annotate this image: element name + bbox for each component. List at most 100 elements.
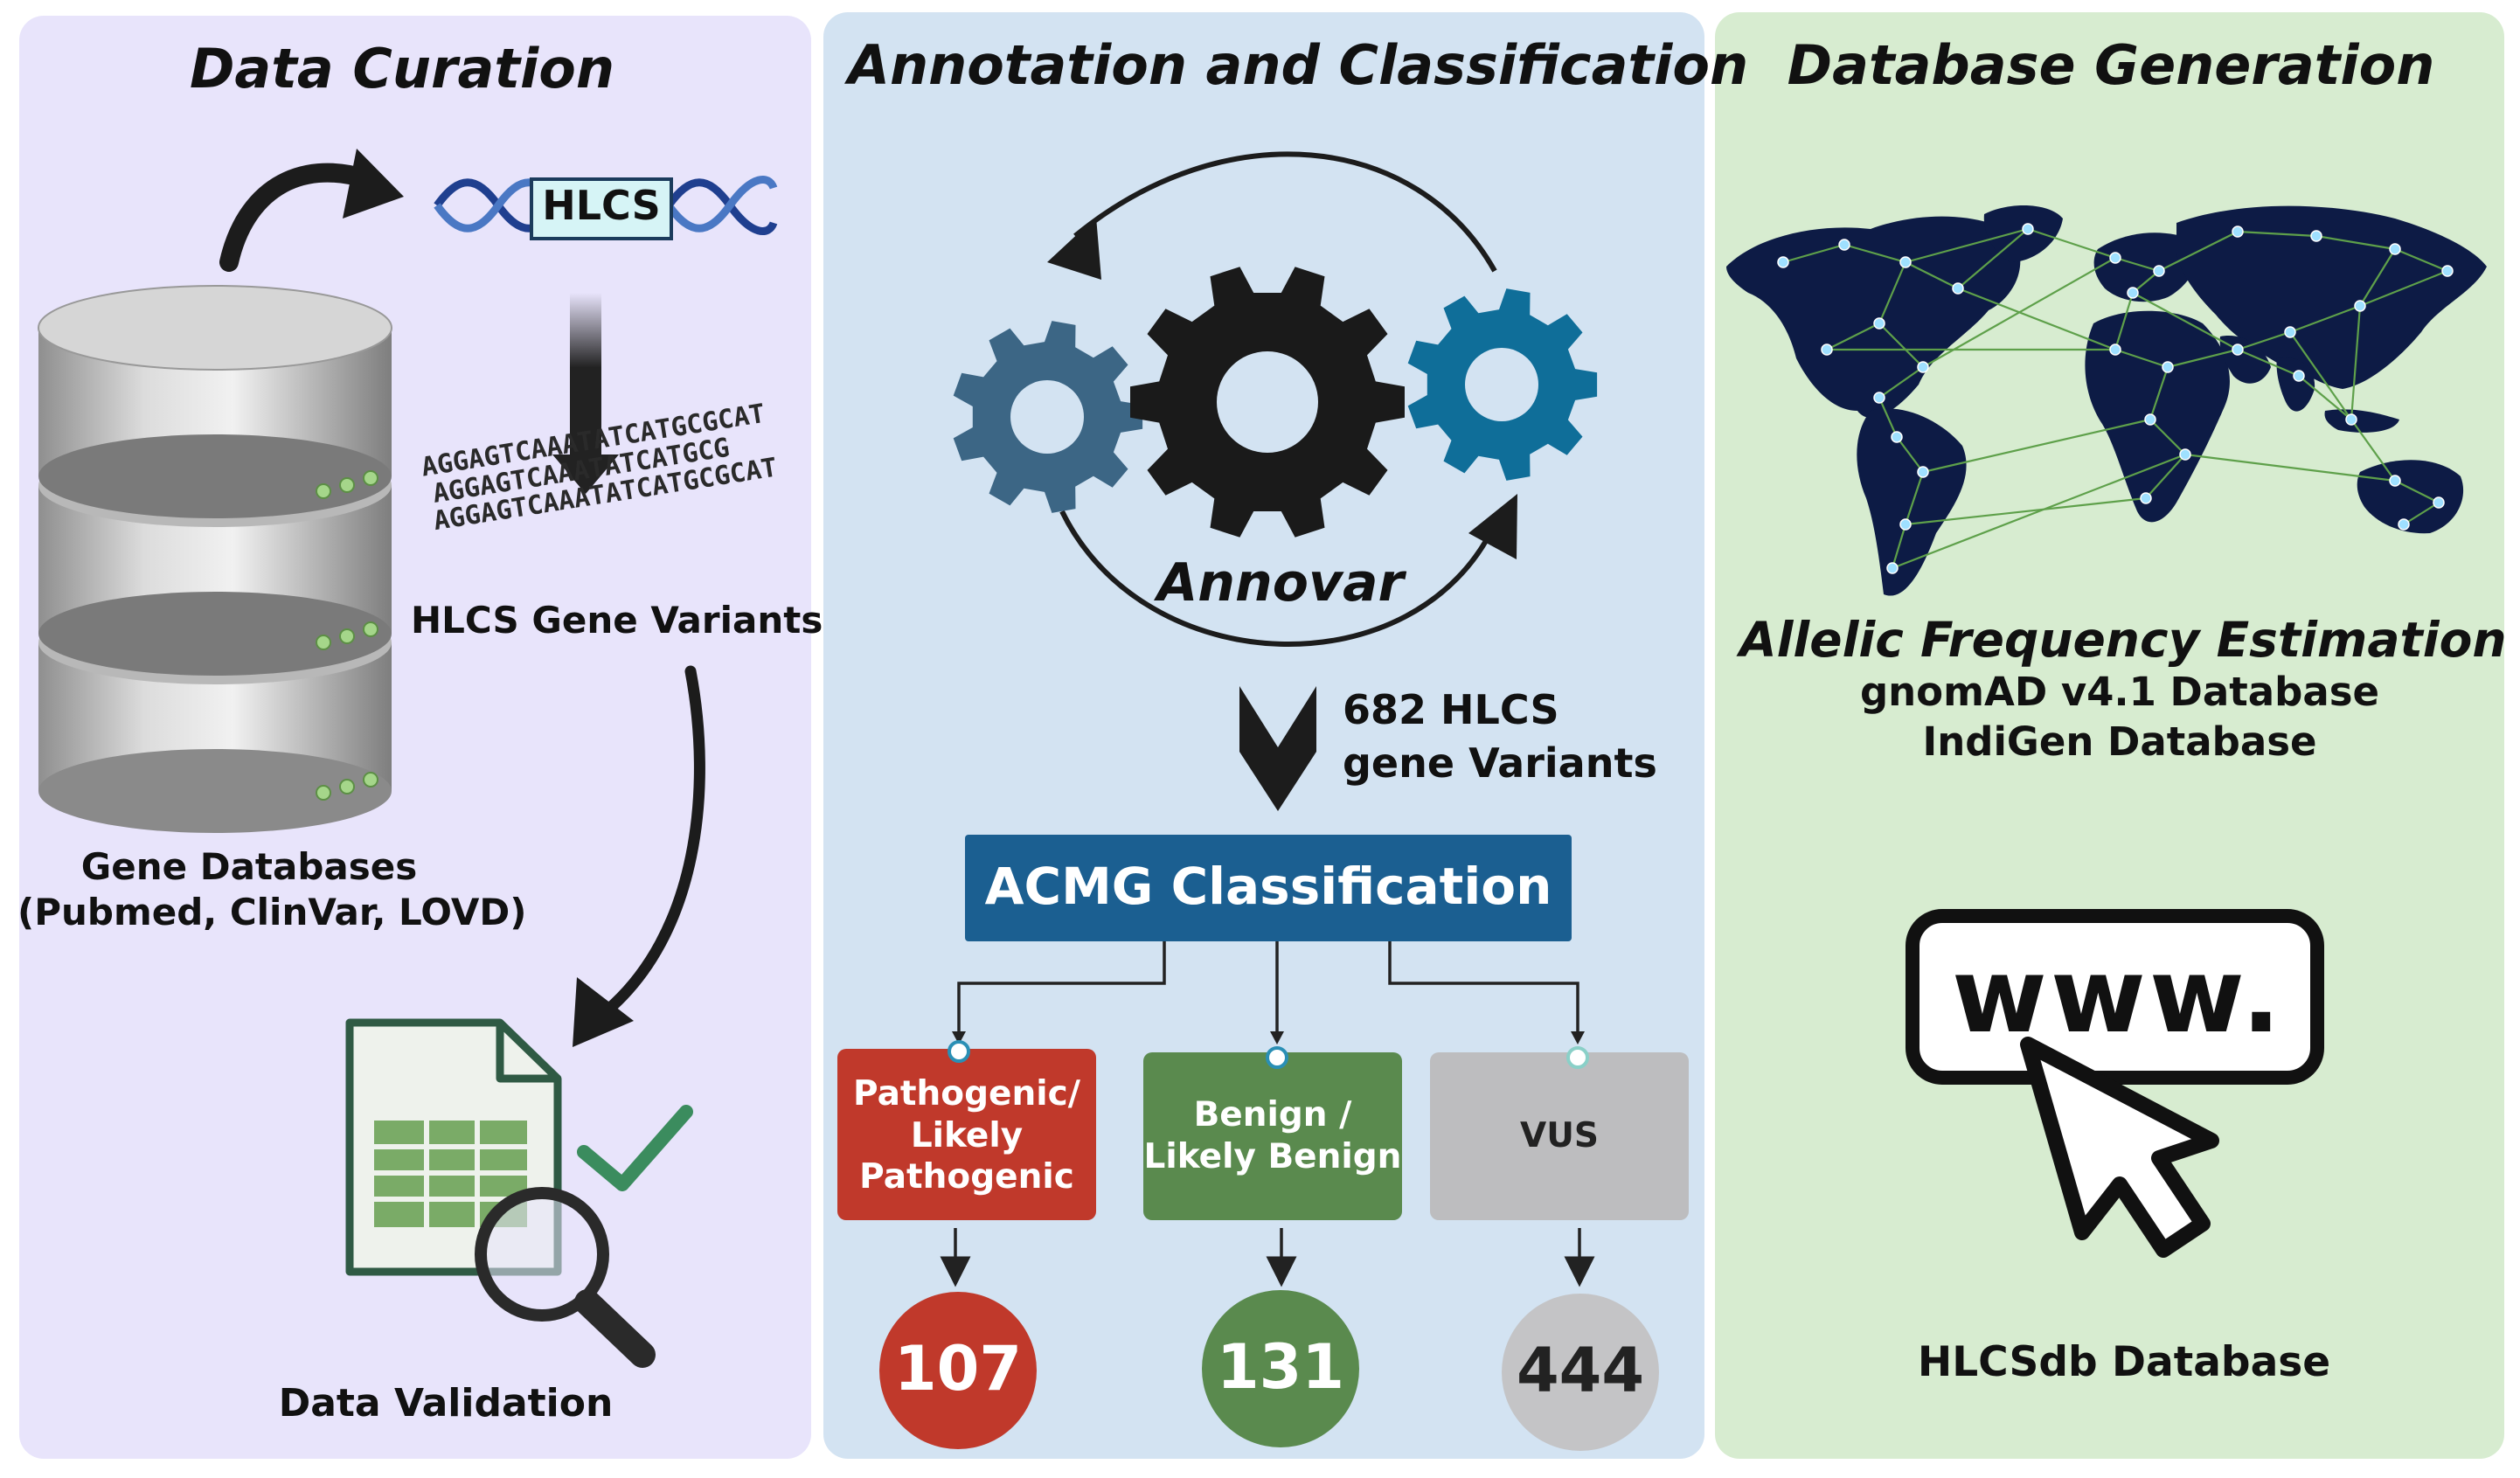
category-pathogenic-line1: Pathogenic/ xyxy=(853,1074,1080,1114)
frequency-title: Allelic Frequency Estimation xyxy=(1739,612,2507,668)
category-box-benign xyxy=(1143,1052,1402,1220)
map-link xyxy=(2237,348,2300,378)
map-node xyxy=(2144,413,2156,426)
map-node xyxy=(2310,230,2322,242)
map-link xyxy=(2237,330,2291,351)
category-label-benign: Benign / Likely Benign xyxy=(1143,1094,1402,1177)
world-map-icon xyxy=(1726,205,2487,596)
category-box-pathogenic xyxy=(837,1049,1096,1220)
map-link xyxy=(2403,502,2440,525)
map-link xyxy=(2027,227,2116,260)
map-link xyxy=(2298,375,2352,420)
category-benign-line1: Benign / xyxy=(1193,1095,1352,1135)
gear-right-hole xyxy=(1465,348,1538,421)
map-link xyxy=(2289,304,2361,334)
map-node xyxy=(1952,282,1964,295)
acmg-label: ACMG Classification xyxy=(984,857,1552,916)
map-node xyxy=(2109,252,2121,264)
gear-center-hole xyxy=(1217,351,1318,453)
map-link xyxy=(1878,366,1924,399)
source-indigen: IndiGen Database xyxy=(1922,718,2317,765)
map-link xyxy=(2350,419,2396,482)
map-node xyxy=(1821,343,1833,356)
map-node xyxy=(2345,413,2357,426)
map-node xyxy=(1777,256,1789,268)
hlcsdb-label: HLCSdb Database xyxy=(1917,1338,2331,1386)
map-link xyxy=(2394,247,2448,273)
magnifier-icon xyxy=(475,1187,656,1368)
category-label-vus: VUS xyxy=(1520,1116,1599,1155)
map-node xyxy=(1891,431,1903,443)
map-link xyxy=(2114,348,2169,369)
map-node xyxy=(2293,370,2305,382)
variants-count-line2: gene Variants xyxy=(1343,739,1657,787)
map-link xyxy=(2237,230,2317,238)
category-box-vus xyxy=(1430,1052,1689,1220)
map-node xyxy=(2179,448,2191,461)
count-benign: 131 xyxy=(1216,1331,1345,1403)
count-circle-benign xyxy=(1202,1290,1359,1447)
gear-icon xyxy=(953,267,1598,538)
map-node xyxy=(2232,226,2244,238)
variants-label: HLCS Gene Variants xyxy=(411,599,823,642)
map-node xyxy=(1917,466,1929,478)
map-link xyxy=(1878,323,1924,368)
map-link xyxy=(2359,248,2396,307)
hlcs-gene-box xyxy=(530,177,673,240)
map-link xyxy=(1957,228,2029,289)
count-pathogenic: 107 xyxy=(893,1333,1023,1405)
map-node xyxy=(2389,243,2401,255)
map-link xyxy=(1892,453,2186,570)
map-link xyxy=(1878,261,1907,324)
map-link xyxy=(2184,453,2396,482)
map-node xyxy=(2127,287,2139,299)
map-node xyxy=(2284,326,2296,338)
annovar-label: Annovar xyxy=(1156,552,1405,614)
map-node xyxy=(2140,492,2152,504)
map-link xyxy=(1896,436,1924,473)
map-node xyxy=(1899,256,1912,268)
map-node xyxy=(2232,343,2244,356)
map-node xyxy=(2389,475,2401,487)
map-link xyxy=(1843,243,1906,264)
map-link xyxy=(1957,287,2116,351)
map-node xyxy=(2109,343,2121,356)
map-link xyxy=(2149,419,2186,455)
db-label-line1: Gene Databases xyxy=(80,845,418,888)
map-link xyxy=(2158,231,2239,272)
map-node xyxy=(2354,300,2366,312)
map-node xyxy=(1899,518,1912,531)
cursor-icon xyxy=(1906,909,2324,1258)
source-gnomad: gnomAD v4.1 Database xyxy=(1859,669,2380,715)
map-link xyxy=(2167,348,2239,369)
map-link xyxy=(2359,269,2448,308)
map-link xyxy=(2315,234,2396,251)
map-node xyxy=(2162,361,2174,373)
count-circle-pathogenic xyxy=(879,1292,1037,1449)
map-link xyxy=(1878,397,1899,438)
map-node xyxy=(1873,392,1885,404)
map-link xyxy=(1826,323,1880,350)
variants-count-line1: 682 HLCS xyxy=(1343,686,1559,733)
category-benign-line2: Likely Benign xyxy=(1143,1136,1402,1176)
db-label-line2: (Pubmed, ClinVar, LOVD) xyxy=(17,891,527,933)
map-node xyxy=(1917,361,1929,373)
category-pathogenic-line2: Likely xyxy=(910,1115,1024,1155)
database-icon xyxy=(38,285,392,833)
panel-title-database: Database Generation xyxy=(1787,33,2435,97)
category-pathogenic-line3: Pathogenic xyxy=(859,1157,1074,1197)
validation-label: Data Validation xyxy=(278,1381,614,1426)
count-circle-vus xyxy=(1502,1294,1659,1451)
map-link xyxy=(2132,292,2239,350)
panel-title-curation: Data Curation xyxy=(189,37,615,101)
gear-left-hole xyxy=(1010,380,1084,454)
web-address-text: www. xyxy=(1951,935,2285,1056)
map-node xyxy=(2398,518,2410,531)
map-node xyxy=(2441,265,2454,277)
map-link xyxy=(2394,480,2440,503)
acmg-classification-box xyxy=(965,835,1572,941)
map-link xyxy=(1905,227,2029,264)
count-vus: 444 xyxy=(1516,1335,1645,1406)
